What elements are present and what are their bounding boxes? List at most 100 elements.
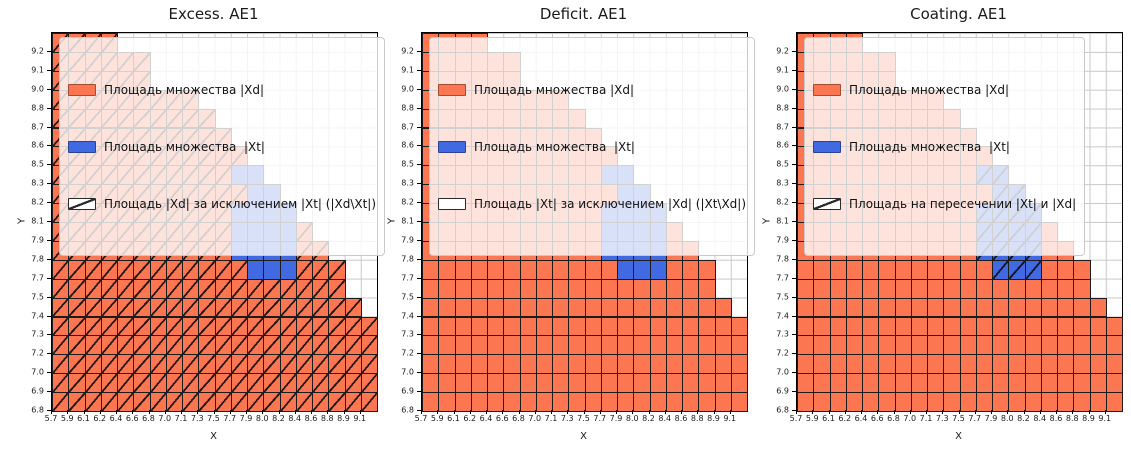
grid-cell [633,335,651,356]
grid-cell [552,373,570,394]
y-tick-mark [792,353,796,355]
grid-cell [1089,373,1107,394]
grid-cell [295,354,313,375]
grid-cell [214,373,232,394]
y-tick-label: 7.3 [776,329,789,339]
grid-cell [927,316,945,337]
x-tick-label: 6.4 [479,414,493,423]
grid-cell [878,316,896,337]
grid-cell [862,335,880,356]
x-tick-label: 6.1 [77,414,90,423]
x-tick-label: 5.9 [430,414,444,423]
grid-cell [910,335,928,356]
x-tick-mark [1007,410,1009,414]
grid-cell [714,316,732,337]
grid-cell [862,354,880,375]
grid-cell [617,278,635,299]
grid-cell [182,373,200,394]
grid-cell [198,297,216,318]
grid-cell [975,297,993,318]
grid-cell [165,316,183,337]
grid-cell [198,392,216,412]
grid-cell [649,316,667,337]
grid-cell [1057,278,1075,299]
grid-cell [487,316,505,337]
grid-cell [845,259,863,280]
grid-cell [584,297,602,318]
grid-cell [519,259,537,280]
grid-cell [247,335,265,356]
x-tick-mark [51,410,52,414]
grid-cell [1073,335,1091,356]
grid-cell [698,316,716,337]
x-tick-mark [583,410,585,414]
grid-cell [910,297,928,318]
legend-item: Площадь множества |Xd| [68,80,376,99]
grid-cell [927,392,945,412]
y-tick-mark [417,107,421,109]
grid-cell [829,392,847,412]
grid-cell [797,335,815,356]
grid-cell [845,297,863,318]
x-tick-label: 6.6 [870,414,884,423]
grid-cell [649,373,667,394]
grid-cell [845,373,863,394]
grid-cell [910,354,928,375]
grid-cell [247,316,265,337]
y-tick-mark [792,183,796,185]
grid-cell [992,297,1010,318]
y-tick-label: 6.8 [401,405,414,415]
x-tick-label: 7.7 [223,414,237,423]
x-tick-mark [469,410,471,414]
grid-cell [584,392,602,412]
y-tick-mark [792,202,796,204]
y-tick-mark [417,334,421,336]
grid-cell [584,373,602,394]
grid-cell [1008,259,1026,280]
grid-cell [182,278,200,299]
grid-cell [454,373,472,394]
legend-item: Площадь множества |Xt| [438,137,746,156]
grid-cell [68,278,86,299]
legend-item: Площадь |Xt| за исключением |Xd| (|Xt\Xd… [438,194,746,213]
x-tick-mark [909,410,911,414]
grid-cell [328,316,346,337]
grid-cell [68,392,86,412]
y-tick-label: 6.9 [31,386,44,396]
grid-cell [927,259,945,280]
grid-cell [263,392,281,412]
y-tick-label: 8.7 [31,122,44,131]
grid-cell [878,392,896,412]
grid-cell [519,335,537,356]
grid-cell [519,297,537,318]
y-tick-mark [417,69,421,71]
grid-cell [52,335,70,356]
y-tick-label: 7.2 [401,348,414,358]
grid-cell [133,278,151,299]
grid-cell [165,259,183,280]
legend-swatch-xt [813,140,841,153]
grid-cell [797,316,815,337]
grid-cell [84,335,102,356]
grid-cell [149,373,167,394]
grid-cell [829,259,847,280]
grid-cell [247,354,265,375]
grid-cell [52,278,70,299]
grid-cell [68,373,86,394]
y-tick-label: 6.9 [776,386,789,396]
grid-cell [503,335,521,356]
grid-cell [165,278,183,299]
grid-cell [133,392,151,412]
grid-cell [829,297,847,318]
grid-cell [1073,278,1091,299]
x-tick-mark [164,410,166,414]
grid-cell [617,297,635,318]
grid-cell [100,335,118,356]
grid-cell [487,335,505,356]
grid-cell [633,354,651,375]
x-tick-mark [877,410,879,414]
grid-cell [519,278,537,299]
grid-cell [1008,354,1026,375]
grid-cell [600,278,618,299]
legend-item: Площадь множества |Xt| [68,137,376,156]
